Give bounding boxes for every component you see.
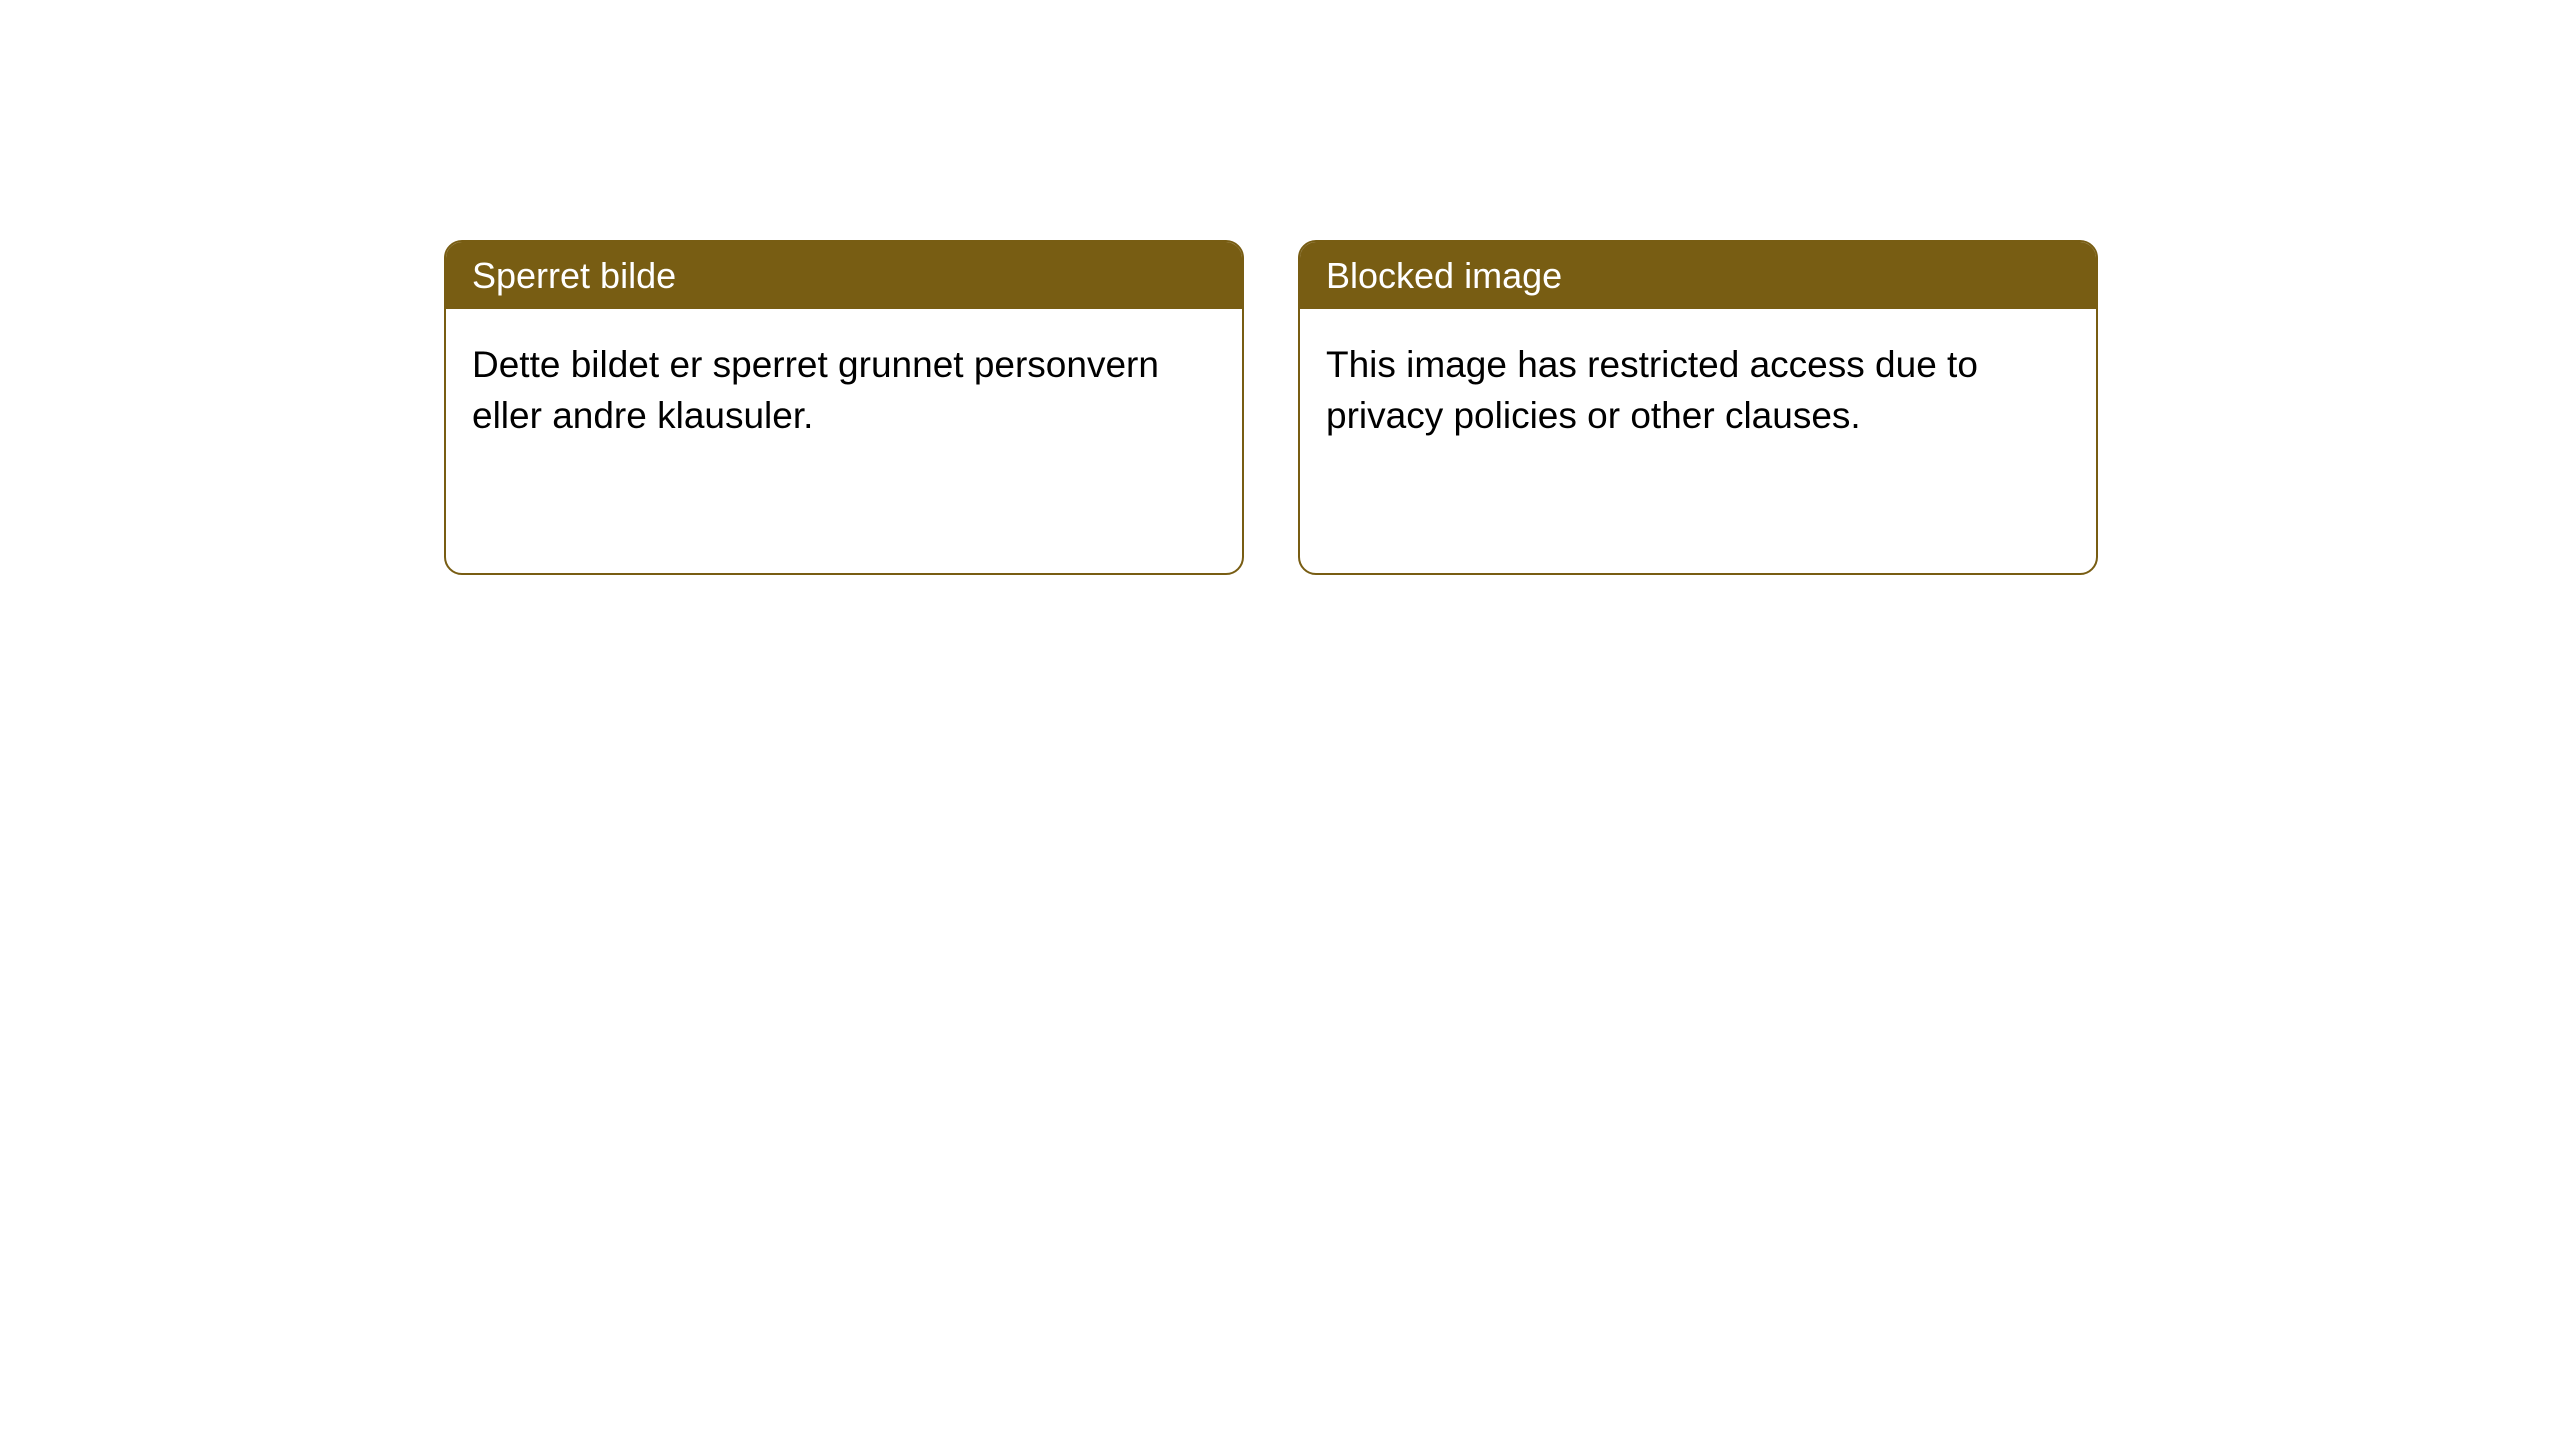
notice-container: Sperret bilde Dette bildet er sperret gr…: [0, 0, 2560, 575]
card-body: This image has restricted access due to …: [1300, 309, 2096, 471]
card-header: Sperret bilde: [446, 242, 1242, 309]
notice-card-english: Blocked image This image has restricted …: [1298, 240, 2098, 575]
card-body: Dette bildet er sperret grunnet personve…: [446, 309, 1242, 471]
notice-card-norwegian: Sperret bilde Dette bildet er sperret gr…: [444, 240, 1244, 575]
card-header: Blocked image: [1300, 242, 2096, 309]
